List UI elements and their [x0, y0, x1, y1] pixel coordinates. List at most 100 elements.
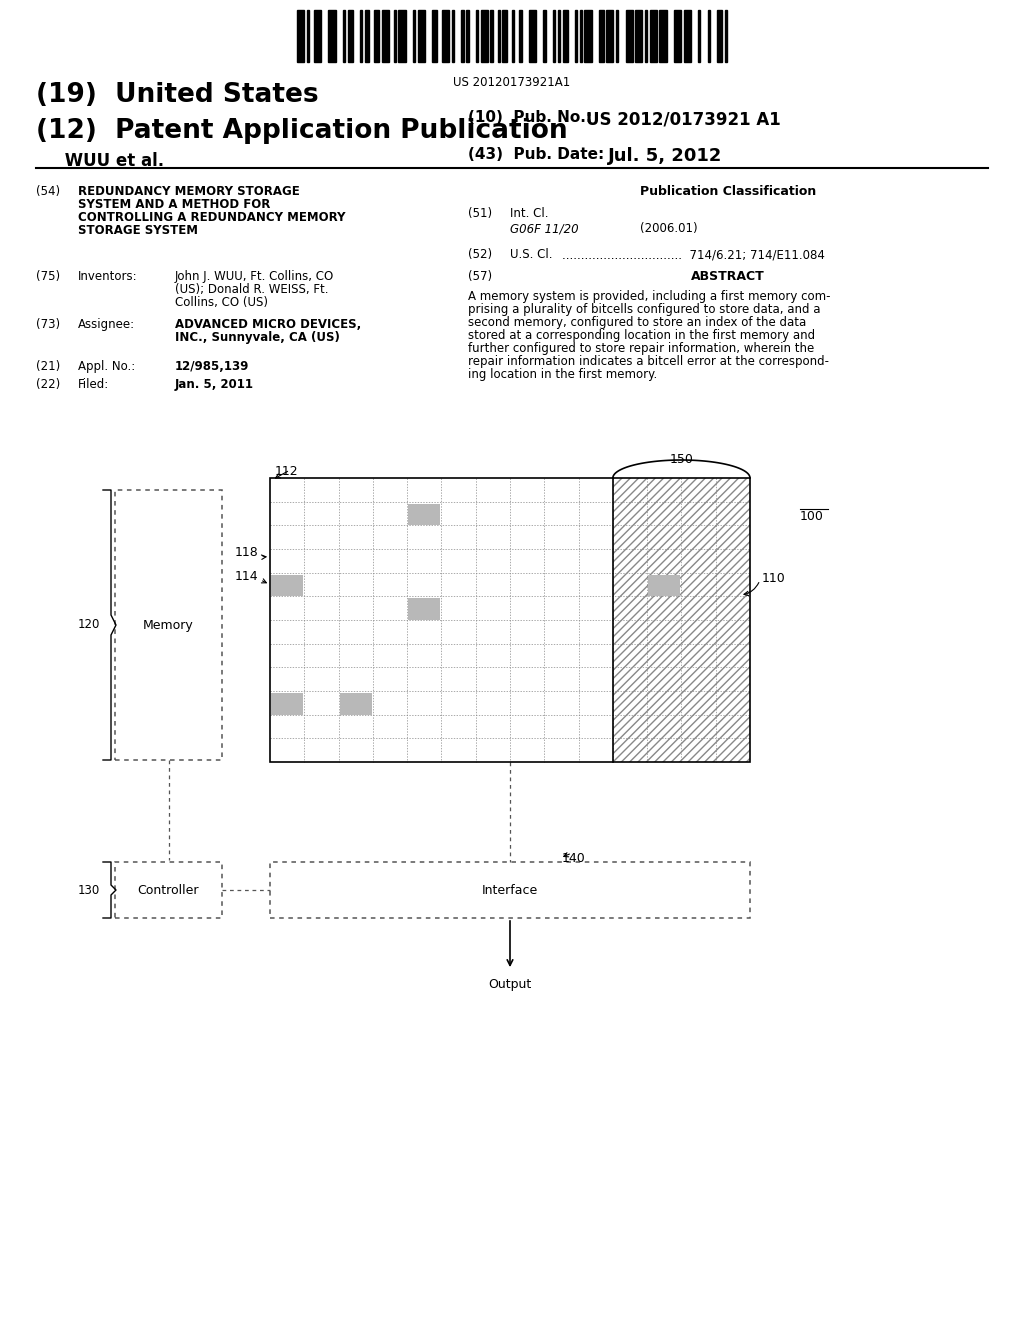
Text: ................................  714/6.21; 714/E11.084: ................................ 714/6.2…	[562, 248, 825, 261]
Bar	[329, 11, 336, 62]
Bar	[359, 11, 362, 62]
Bar	[365, 11, 370, 62]
Bar	[612, 478, 750, 762]
Text: Jul. 5, 2012: Jul. 5, 2012	[608, 147, 722, 165]
Text: WUU et al.: WUU et al.	[36, 152, 164, 170]
Text: SYSTEM AND A METHOD FOR: SYSTEM AND A METHOD FOR	[78, 198, 270, 211]
Text: INC., Sunnyvale, CA (US): INC., Sunnyvale, CA (US)	[175, 331, 340, 345]
Bar	[698, 11, 700, 62]
Text: stored at a corresponding location in the first memory and: stored at a corresponding location in th…	[468, 329, 815, 342]
Bar	[306, 11, 309, 62]
Text: (54): (54)	[36, 185, 60, 198]
Text: Inventors:: Inventors:	[78, 271, 137, 282]
Text: 110: 110	[762, 572, 785, 585]
Text: US 2012/0173921 A1: US 2012/0173921 A1	[586, 110, 780, 128]
Bar	[418, 11, 425, 62]
Text: ABSTRACT: ABSTRACT	[691, 271, 765, 282]
Text: (22): (22)	[36, 378, 60, 391]
Bar	[599, 11, 604, 62]
Bar	[466, 11, 469, 62]
Text: John J. WUU, Ft. Collins, CO: John J. WUU, Ft. Collins, CO	[175, 271, 334, 282]
Text: 150: 150	[670, 453, 693, 466]
Bar	[409, 504, 440, 525]
Bar	[490, 11, 493, 62]
Bar	[649, 11, 657, 62]
Text: A memory system is provided, including a first memory com-: A memory system is provided, including a…	[468, 290, 830, 304]
Text: US 20120173921A1: US 20120173921A1	[454, 77, 570, 88]
Bar	[544, 11, 546, 62]
Bar	[393, 11, 396, 62]
Text: second memory, configured to store an index of the data: second memory, configured to store an in…	[468, 315, 806, 329]
Bar	[674, 11, 681, 62]
Text: 114: 114	[234, 570, 258, 582]
Bar	[648, 574, 680, 597]
Bar	[271, 693, 303, 714]
Bar	[585, 11, 592, 62]
Text: Controller: Controller	[138, 883, 200, 896]
Text: U.S. Cl.: U.S. Cl.	[510, 248, 553, 261]
Bar	[432, 11, 437, 62]
Text: Collins, CO (US): Collins, CO (US)	[175, 296, 268, 309]
Bar	[270, 478, 750, 762]
Bar	[343, 11, 345, 62]
Bar	[498, 11, 500, 62]
Bar	[375, 11, 379, 62]
Bar	[115, 490, 222, 760]
Bar	[398, 11, 406, 62]
Bar	[683, 11, 691, 62]
Bar	[558, 11, 560, 62]
Bar	[606, 11, 613, 62]
Bar	[115, 862, 222, 917]
Text: further configured to store repair information, wherein the: further configured to store repair infor…	[468, 342, 814, 355]
Bar	[615, 11, 618, 62]
Text: ing location in the first memory.: ing location in the first memory.	[468, 368, 657, 381]
Text: (12)  Patent Application Publication: (12) Patent Application Publication	[36, 117, 567, 144]
Text: 12/985,139: 12/985,139	[175, 360, 250, 374]
Bar	[580, 11, 582, 62]
Text: Interface: Interface	[482, 883, 539, 896]
Text: Memory: Memory	[143, 619, 194, 631]
Text: REDUNDANCY MEMORY STORAGE: REDUNDANCY MEMORY STORAGE	[78, 185, 300, 198]
Bar	[409, 598, 440, 620]
Bar	[503, 11, 507, 62]
Bar	[563, 11, 567, 62]
Text: Int. Cl.: Int. Cl.	[510, 207, 549, 220]
Bar	[348, 11, 352, 62]
Text: 120: 120	[78, 619, 100, 631]
Text: Appl. No.:: Appl. No.:	[78, 360, 135, 374]
Bar	[340, 693, 372, 714]
Text: CONTROLLING A REDUNDANCY MEMORY: CONTROLLING A REDUNDANCY MEMORY	[78, 211, 345, 224]
Bar	[476, 11, 478, 62]
Text: 140: 140	[562, 851, 586, 865]
Bar	[708, 11, 710, 62]
Text: repair information indicates a bitcell error at the correspond-: repair information indicates a bitcell e…	[468, 355, 829, 368]
Text: (57): (57)	[468, 271, 493, 282]
Text: (19)  United States: (19) United States	[36, 82, 318, 108]
Bar	[314, 11, 322, 62]
Text: Assignee:: Assignee:	[78, 318, 135, 331]
Text: 100: 100	[800, 510, 824, 523]
Text: 112: 112	[275, 465, 299, 478]
Text: (2006.01): (2006.01)	[640, 222, 697, 235]
Text: (73): (73)	[36, 318, 60, 331]
Text: (75): (75)	[36, 271, 60, 282]
Text: (43)  Pub. Date:: (43) Pub. Date:	[468, 147, 604, 162]
Bar	[271, 574, 303, 597]
Text: (10)  Pub. No.:: (10) Pub. No.:	[468, 110, 592, 125]
Bar	[725, 11, 727, 62]
Text: G06F 11/20: G06F 11/20	[510, 222, 579, 235]
Bar	[480, 11, 487, 62]
Bar	[297, 11, 304, 62]
Bar	[413, 11, 416, 62]
Text: prising a plurality of bitcells configured to store data, and a: prising a plurality of bitcells configur…	[468, 304, 820, 315]
Bar	[461, 11, 464, 62]
Bar	[553, 11, 555, 62]
Text: (US); Donald R. WEISS, Ft.: (US); Donald R. WEISS, Ft.	[175, 282, 329, 296]
Text: (52): (52)	[468, 248, 493, 261]
Text: Jan. 5, 2011: Jan. 5, 2011	[175, 378, 254, 391]
Bar	[442, 11, 450, 62]
Text: 118: 118	[234, 546, 258, 558]
Text: (51): (51)	[468, 207, 493, 220]
Text: Publication Classification: Publication Classification	[640, 185, 816, 198]
Text: Output: Output	[488, 978, 531, 991]
